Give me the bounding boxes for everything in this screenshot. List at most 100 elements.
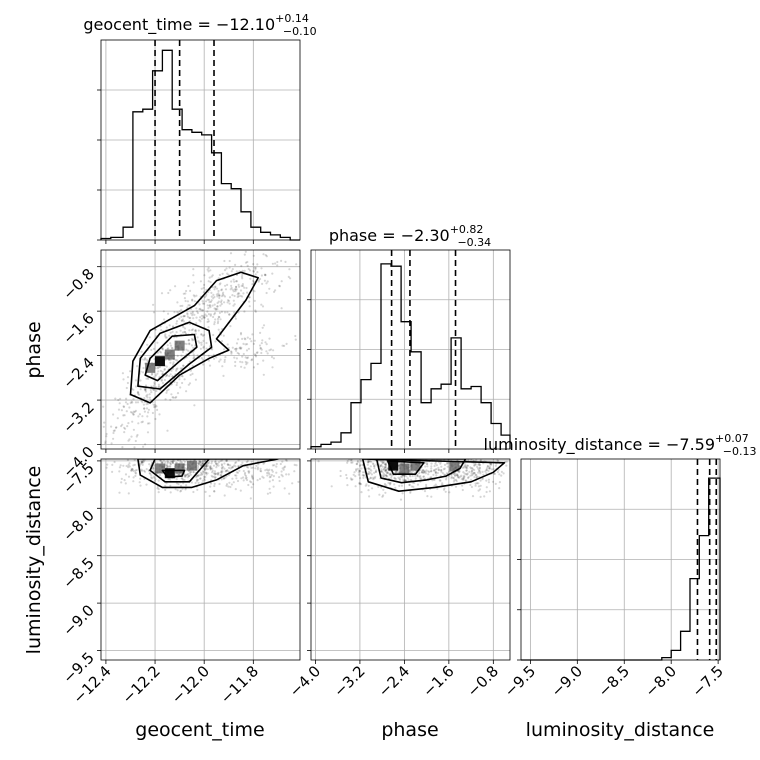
sample-point-124 (349, 477, 352, 480)
sample-point-915 (254, 355, 258, 358)
sample-point-120 (160, 461, 163, 464)
sample-point-686 (245, 286, 248, 290)
sample-point-863 (193, 355, 196, 358)
sample-point-141 (213, 470, 216, 473)
sample-point-408 (384, 463, 387, 466)
sample-point-533 (254, 268, 257, 271)
sample-point-548 (478, 463, 481, 466)
sample-point-306 (330, 485, 333, 488)
sample-point-225 (373, 467, 376, 470)
sample-point-111 (142, 403, 145, 406)
sample-point-647 (217, 292, 220, 295)
sample-point-255 (114, 426, 118, 429)
sample-point-208 (157, 488, 160, 491)
sample-point-58 (183, 327, 187, 330)
sample-point-170 (196, 488, 199, 491)
sample-point-149 (371, 462, 374, 465)
sample-point-57 (160, 378, 163, 381)
sample-point-826 (262, 373, 265, 376)
sample-point-505 (440, 465, 443, 468)
sample-point-346 (201, 459, 205, 462)
sample-point-414 (203, 302, 206, 305)
sample-point-810 (265, 350, 268, 353)
xtick-label-luminosity_distance-1: −9.0 (548, 662, 586, 700)
title-2: luminosity_distance = −7.59+0.07 −0.13 (484, 432, 757, 458)
sample-point-846 (239, 331, 243, 335)
sample-point-457 (149, 388, 152, 392)
sample-point-755 (202, 339, 205, 342)
sample-point-59 (200, 471, 203, 474)
sample-point-279 (112, 429, 115, 432)
sample-point-504 (281, 467, 284, 470)
sample-point-52 (111, 470, 114, 473)
sample-point-212 (431, 479, 434, 482)
sample-point-466 (188, 316, 191, 319)
sample-point-413 (420, 471, 423, 474)
sample-point-372 (355, 462, 358, 465)
sample-point-429 (210, 291, 213, 294)
sample-point-394 (167, 465, 170, 468)
sample-point-184 (121, 446, 124, 449)
sample-point-298 (144, 443, 147, 446)
sample-point-632 (187, 284, 190, 288)
sample-point-92 (370, 469, 373, 472)
sample-point-598 (474, 463, 477, 466)
sample-point-583 (193, 313, 196, 316)
sample-point-24 (175, 369, 178, 372)
sample-point-1 (176, 381, 179, 384)
sample-point-369 (118, 466, 121, 469)
sample-point-359 (134, 474, 137, 477)
sample-point-381 (462, 475, 465, 478)
sample-point-543 (243, 253, 246, 256)
sample-point-27 (150, 348, 153, 352)
sample-point-107 (370, 473, 373, 476)
sample-point-781 (241, 284, 244, 288)
sample-point-533 (479, 495, 482, 498)
sample-point-258 (381, 495, 384, 498)
sample-point-622 (201, 309, 205, 312)
sample-point-645 (466, 473, 469, 476)
sample-point-547 (222, 294, 225, 297)
sample-point-73 (430, 470, 433, 473)
sample-point-590 (452, 476, 455, 479)
sample-point-560 (295, 464, 298, 467)
sample-point-236 (213, 312, 217, 315)
sample-point-634 (202, 314, 205, 317)
sample-point-139 (355, 469, 358, 472)
sample-point-610 (274, 289, 277, 292)
sample-point-591 (223, 269, 227, 272)
sample-point-564 (267, 469, 270, 472)
sample-point-284 (395, 470, 398, 473)
sample-point-813 (238, 347, 241, 350)
sample-point-649 (231, 294, 234, 297)
sample-point-355 (184, 332, 187, 335)
sample-point-229 (207, 320, 210, 323)
sample-point-553 (477, 462, 480, 465)
sample-point-27 (215, 464, 218, 467)
sample-point-837 (266, 352, 269, 355)
sample-point-73 (205, 465, 208, 468)
sample-point-721 (235, 280, 238, 283)
sample-point-223 (197, 340, 200, 343)
sample-point-400 (185, 348, 188, 351)
sample-point-725 (432, 473, 435, 476)
sample-point-501 (238, 469, 241, 472)
sample-point-314 (412, 485, 415, 488)
sample-point-214 (209, 468, 212, 471)
sample-point-154 (134, 409, 137, 412)
sample-point-466 (173, 459, 176, 462)
sample-point-0 (187, 475, 190, 478)
sample-point-506 (169, 373, 172, 376)
sample-point-105 (192, 317, 195, 320)
sample-point-198 (184, 463, 187, 466)
sample-point-768 (224, 284, 227, 287)
sample-point-702 (471, 467, 474, 470)
sample-point-512 (182, 320, 185, 323)
sample-point-694 (204, 300, 208, 303)
sample-point-8 (389, 472, 392, 475)
title-1: phase = −2.30+0.82 −0.34 (329, 223, 491, 249)
sample-point-517 (439, 479, 442, 482)
sample-point-546 (225, 483, 229, 486)
sample-point-599 (479, 470, 482, 473)
sample-point-75 (209, 465, 212, 468)
